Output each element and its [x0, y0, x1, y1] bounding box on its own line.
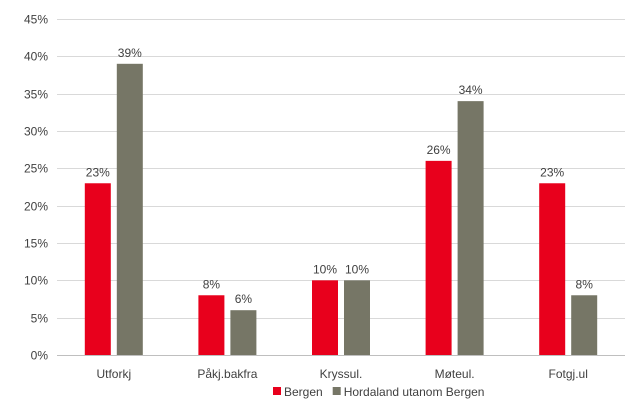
bar-bergen: [312, 280, 338, 355]
bar-bergen: [425, 160, 452, 355]
data-label: 8%: [203, 277, 221, 291]
bar-hordaland-utanom-bergen: [571, 295, 598, 355]
x-tick-label: Fotgj.ul: [549, 367, 588, 381]
data-label: 26%: [427, 143, 451, 157]
bar-hordaland-utanom-bergen: [116, 63, 143, 356]
y-tick-label: 25%: [24, 162, 48, 176]
x-tick-label: Kryssul.: [320, 367, 363, 381]
y-tick-label: 40%: [24, 50, 48, 64]
y-tick-label: 15%: [24, 237, 48, 251]
legend-swatch: [332, 387, 341, 395]
data-label: 34%: [459, 83, 483, 97]
y-tick-label: 10%: [24, 274, 48, 288]
y-axis-tick-labels: 0% 5% 10% 15% 20% 25% 30% 35% 40% 45%: [24, 13, 48, 363]
data-label: 39%: [118, 46, 142, 60]
bar-hordaland-utanom-bergen: [457, 101, 484, 355]
y-tick-label: 20%: [24, 200, 48, 214]
y-tick-label: 0%: [31, 349, 49, 363]
y-tick-label: 30%: [24, 125, 48, 139]
data-label: 10%: [345, 262, 369, 276]
data-label: 6%: [235, 292, 253, 306]
y-tick-label: 5%: [31, 312, 49, 326]
bar-bergen: [539, 183, 566, 355]
y-tick-label: 45%: [24, 13, 48, 27]
legend-label: Hordaland utanom Bergen: [344, 385, 485, 399]
bar-bergen: [198, 295, 225, 355]
bar-hordaland-utanom-bergen: [344, 280, 370, 355]
legend: Bergen Hordaland utanom Bergen: [273, 385, 484, 399]
x-tick-label: Utforkj: [96, 367, 131, 381]
bar-hordaland-utanom-bergen: [230, 310, 257, 355]
x-axis-tick-labels: Utforkj Påkj.bakfra Kryssul. Møteul. Fotgj.u…: [96, 367, 587, 381]
gridlines: [57, 19, 625, 319]
data-label: 23%: [86, 165, 110, 179]
bars: [84, 63, 598, 356]
x-tick-label: Møteul.: [435, 367, 475, 381]
bar-bergen: [84, 183, 111, 355]
data-label: 8%: [576, 277, 594, 291]
legend-swatch: [273, 387, 281, 395]
legend-label: Bergen: [284, 385, 323, 399]
y-tick-label: 35%: [24, 88, 48, 102]
data-label: 23%: [540, 165, 564, 179]
x-tick-label: Påkj.bakfra: [197, 367, 257, 381]
data-label: 10%: [313, 262, 337, 276]
data-labels: 23% 39% 8% 6% 10% 10% 26% 34% 23% 8%: [86, 46, 593, 306]
